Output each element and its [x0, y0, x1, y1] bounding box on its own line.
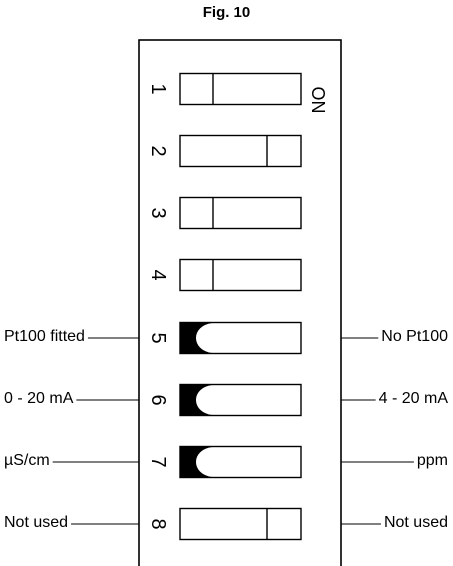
switch-slot	[179, 196, 302, 230]
left-label-6: 0 - 20 mA	[4, 390, 74, 407]
switch-lever-filled	[179, 446, 213, 478]
switch-2[interactable]: 2	[147, 134, 302, 168]
switch-number: 1	[147, 83, 169, 94]
switch-4[interactable]: 4	[147, 258, 302, 292]
figure-title: Fig. 10	[202, 4, 251, 21]
right-label-7: ppm	[416, 452, 448, 469]
switch-number: 7	[147, 456, 169, 467]
left-label-8: Not used	[4, 514, 69, 531]
switch-6[interactable]: 6	[147, 383, 302, 417]
left-label-7: µS/cm	[4, 452, 50, 469]
switch-3[interactable]: 3	[147, 196, 302, 230]
right-label-6: 4 - 20 mA	[378, 390, 448, 407]
switch-housing	[138, 39, 342, 566]
switch-rows: 1 2 3 4 5 6 7 8	[52, 72, 414, 541]
switch-slot	[179, 72, 302, 106]
switch-number: 3	[147, 207, 169, 218]
switch-slot	[179, 134, 302, 168]
switch-number: 8	[147, 518, 169, 529]
switch-5[interactable]: 5	[147, 321, 302, 355]
switch-1[interactable]: 1	[147, 72, 302, 106]
switch-number: 4	[147, 269, 169, 280]
switch-7[interactable]: 7	[147, 445, 302, 479]
switch-lever-filled	[179, 384, 213, 416]
on-label: ON	[308, 87, 328, 114]
switch-slot	[179, 507, 302, 541]
right-label-8: Not used	[383, 514, 448, 531]
switch-lever-filled	[179, 322, 213, 354]
switch-number: 5	[147, 332, 169, 343]
left-label-5: Pt100 fitted	[4, 328, 85, 345]
switch-number: 6	[147, 394, 169, 405]
switch-number: 2	[147, 145, 169, 156]
switch-8[interactable]: 8	[147, 507, 302, 541]
switch-slot	[179, 258, 302, 292]
right-label-5: No Pt100	[381, 328, 448, 345]
